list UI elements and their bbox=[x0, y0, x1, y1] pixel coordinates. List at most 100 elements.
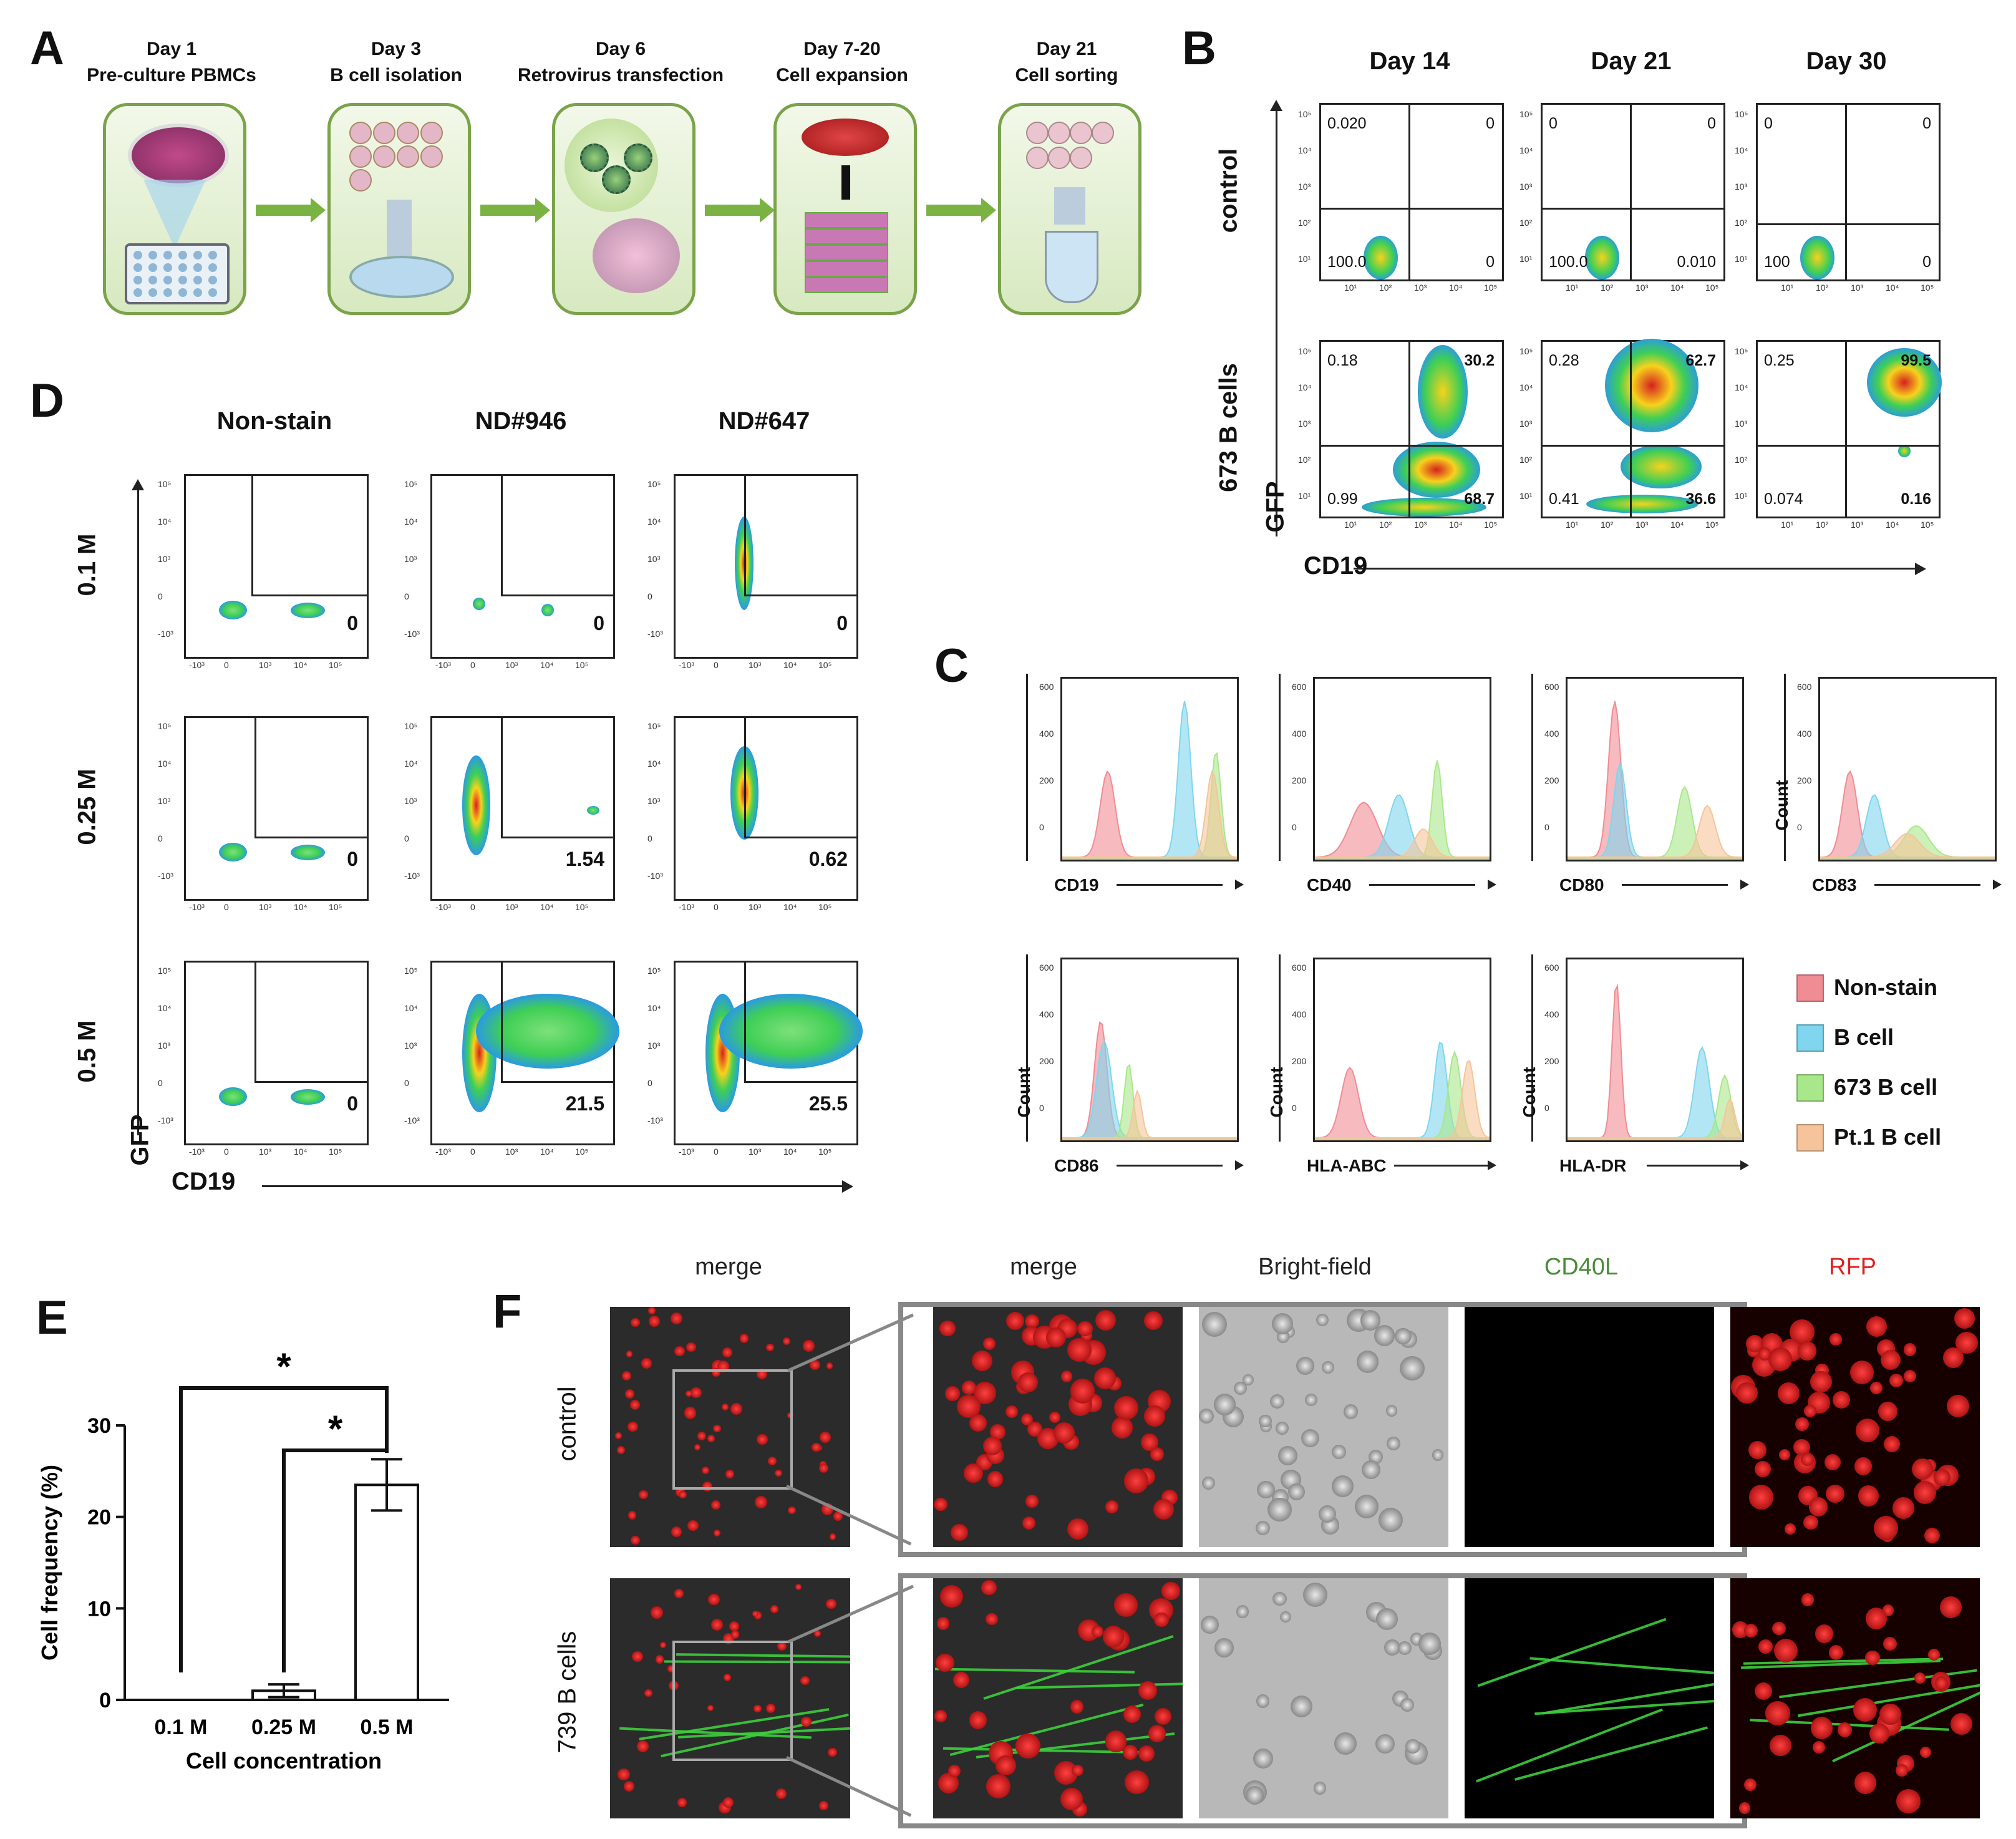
cell bbox=[624, 1389, 634, 1399]
cell bbox=[795, 1584, 802, 1591]
cell bbox=[730, 1630, 740, 1639]
cell bbox=[713, 1424, 721, 1433]
cell bbox=[818, 1801, 828, 1811]
flow-plot: 0 0 100.0 0.010 bbox=[1541, 103, 1725, 281]
cell bbox=[1143, 1405, 1166, 1427]
cell bbox=[1067, 1518, 1089, 1540]
cell-icon bbox=[1026, 147, 1049, 169]
histogram-series-3 bbox=[1820, 833, 1995, 860]
cell bbox=[1094, 1367, 1117, 1389]
histogram-series-2 bbox=[1568, 1074, 1742, 1140]
x-tick-label: 10² bbox=[1379, 520, 1392, 530]
y-tick-label: 10 bbox=[87, 1597, 111, 1621]
x-tick-label: 10⁴ bbox=[1670, 520, 1684, 530]
cell bbox=[1113, 1395, 1138, 1420]
well bbox=[148, 276, 157, 284]
panel-label-e: E bbox=[36, 1291, 68, 1344]
x-tick-label: 10⁵ bbox=[575, 1147, 589, 1157]
step-day: Day 6 bbox=[595, 39, 646, 59]
y-axis-line bbox=[137, 487, 139, 1135]
x-tick-label: 10³ bbox=[259, 660, 272, 670]
quadrant-upper-right-value: 99.5 bbox=[1901, 352, 1931, 369]
quadrant-lower-left-value: 0.41 bbox=[1549, 490, 1579, 508]
y-tick-label: 400 bbox=[1544, 1009, 1559, 1019]
histogram-plot bbox=[1060, 677, 1239, 861]
x-tick-label: -10³ bbox=[189, 902, 205, 912]
gate-frequency-value: 21.5 bbox=[565, 1092, 604, 1115]
y-tick-label: 10⁵ bbox=[1519, 346, 1533, 356]
flow-plot: 0.62 bbox=[674, 716, 858, 901]
cell bbox=[1919, 1746, 1932, 1759]
y-tick-label: 10¹ bbox=[1298, 254, 1311, 264]
cell bbox=[659, 1641, 666, 1649]
cell bbox=[1095, 1309, 1116, 1331]
flow-plot: 1.54 bbox=[430, 716, 615, 901]
y-tick-label: 400 bbox=[1292, 1009, 1307, 1019]
cell bbox=[1386, 1405, 1398, 1417]
x-tick-label: 0 bbox=[224, 660, 229, 670]
step-title: Day 7-20 Cell expansion bbox=[730, 36, 954, 89]
x-tick-label: 10⁵ bbox=[818, 1147, 832, 1157]
cell bbox=[1772, 1621, 1786, 1635]
cell bbox=[1954, 1308, 1975, 1329]
y-tick-label: 10⁴ bbox=[1519, 145, 1533, 155]
cell bbox=[616, 1446, 625, 1455]
y-tick-label: 10⁴ bbox=[404, 759, 418, 769]
flow-plot: 0 bbox=[674, 474, 858, 659]
cell bbox=[639, 1490, 648, 1500]
x-axis-line bbox=[1117, 1165, 1223, 1167]
cell-population bbox=[218, 843, 247, 861]
cell bbox=[1946, 1394, 1970, 1418]
cell bbox=[1778, 1382, 1800, 1404]
quadrant-lower-right-value: 36.6 bbox=[1685, 490, 1716, 508]
cell bbox=[952, 1672, 969, 1689]
cell bbox=[819, 1432, 831, 1443]
cell bbox=[1296, 1357, 1314, 1375]
cell bbox=[1903, 1369, 1917, 1382]
y-tick-label: 10³ bbox=[404, 554, 417, 564]
x-tick-label: 10⁴ bbox=[540, 660, 554, 670]
step-title: Day 1 Pre-culture PBMCs bbox=[59, 36, 284, 89]
cell bbox=[986, 1613, 998, 1626]
culture-dish-icon bbox=[802, 119, 889, 156]
y-axis-line bbox=[1276, 106, 1277, 536]
cell-population bbox=[1363, 236, 1398, 279]
cell bbox=[1060, 1371, 1073, 1382]
y-tick-label: 10³ bbox=[1519, 419, 1533, 429]
cell bbox=[1879, 1703, 1901, 1725]
quadrant-horizontal-line bbox=[1543, 208, 1723, 210]
cell bbox=[940, 1584, 963, 1608]
x-tick-label: 0 bbox=[714, 660, 719, 670]
y-tick-label: 10⁴ bbox=[647, 517, 661, 526]
x-tick-label: 10⁵ bbox=[329, 902, 342, 912]
cell bbox=[1432, 1449, 1443, 1461]
y-tick-label: 10¹ bbox=[1519, 491, 1533, 501]
cell bbox=[1744, 1778, 1757, 1791]
cell bbox=[1869, 1724, 1890, 1744]
significance-bracket bbox=[282, 1448, 389, 1672]
cell bbox=[1815, 1624, 1834, 1643]
cell bbox=[1278, 1446, 1298, 1466]
x-tick-label: 10³ bbox=[259, 902, 272, 912]
quadrant-upper-left-value: 0.18 bbox=[1327, 352, 1358, 369]
cell bbox=[1832, 1390, 1851, 1409]
cell bbox=[1123, 1705, 1141, 1724]
microscopy-image-merge bbox=[933, 1307, 1183, 1547]
cell bbox=[819, 1463, 829, 1473]
well bbox=[208, 276, 217, 284]
cell-population bbox=[290, 1089, 325, 1105]
cell bbox=[1795, 1417, 1809, 1432]
y-tick-label: 10² bbox=[1298, 218, 1311, 228]
cell bbox=[1242, 1374, 1254, 1386]
cell bbox=[1400, 1356, 1425, 1381]
cell bbox=[1387, 1437, 1400, 1450]
cell bbox=[1214, 1394, 1236, 1415]
cell bbox=[1855, 1418, 1879, 1442]
y-tick-label: 10³ bbox=[404, 1041, 417, 1051]
marker-label: CD80 bbox=[1559, 875, 1604, 895]
x-tick-label: -10³ bbox=[679, 660, 694, 670]
cell bbox=[1865, 1608, 1888, 1630]
y-tick-label: 10⁵ bbox=[158, 721, 172, 731]
cell bbox=[644, 1689, 652, 1697]
gate-box bbox=[254, 718, 367, 838]
